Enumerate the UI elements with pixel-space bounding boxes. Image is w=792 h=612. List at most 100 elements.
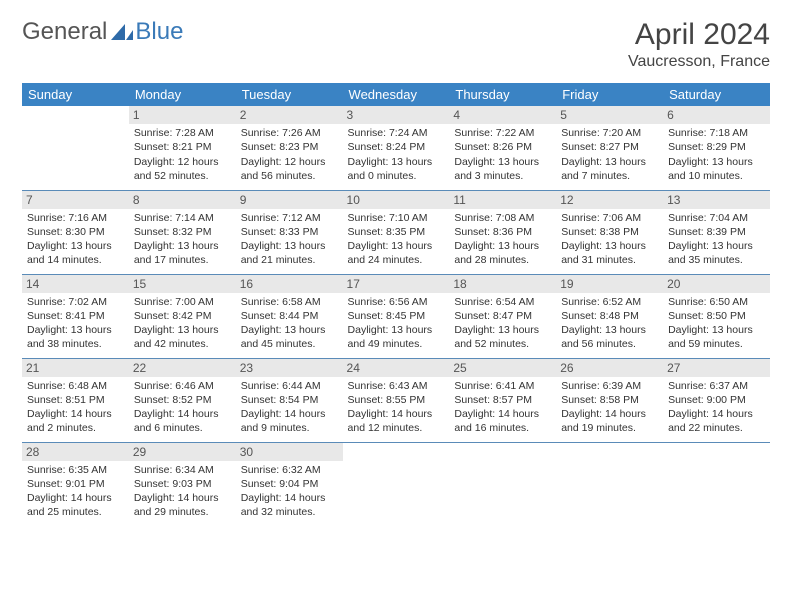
daylight-text: Daylight: 13 hours and 3 minutes. bbox=[454, 155, 551, 183]
sunset-text: Sunset: 8:36 PM bbox=[454, 225, 551, 239]
daylight-text: Daylight: 13 hours and 59 minutes. bbox=[668, 323, 765, 351]
weekday-header: Sunday bbox=[22, 83, 129, 106]
day-number: 23 bbox=[236, 359, 343, 377]
sunset-text: Sunset: 8:41 PM bbox=[27, 309, 124, 323]
calendar-cell: 19Sunrise: 6:52 AMSunset: 8:48 PMDayligh… bbox=[556, 274, 663, 358]
sunrise-text: Sunrise: 7:04 AM bbox=[668, 211, 765, 225]
calendar-cell: 11Sunrise: 7:08 AMSunset: 8:36 PMDayligh… bbox=[449, 190, 556, 274]
logo-text-blue: Blue bbox=[135, 18, 183, 46]
daylight-text: Daylight: 13 hours and 49 minutes. bbox=[348, 323, 445, 351]
calendar-cell: 25Sunrise: 6:41 AMSunset: 8:57 PMDayligh… bbox=[449, 358, 556, 442]
day-number: 12 bbox=[556, 191, 663, 209]
daylight-text: Daylight: 14 hours and 32 minutes. bbox=[241, 491, 338, 519]
day-number: 21 bbox=[22, 359, 129, 377]
sunset-text: Sunset: 8:54 PM bbox=[241, 393, 338, 407]
sunrise-text: Sunrise: 7:28 AM bbox=[134, 126, 231, 140]
day-number: 13 bbox=[663, 191, 770, 209]
sunset-text: Sunset: 8:51 PM bbox=[27, 393, 124, 407]
day-number: 19 bbox=[556, 275, 663, 293]
sunset-text: Sunset: 9:03 PM bbox=[134, 477, 231, 491]
calendar-cell: 21 Sunrise: 6:48 AMSunset: 8:51 PMDayligh… bbox=[22, 358, 129, 442]
sunrise-text: Sunrise: 6:34 AM bbox=[134, 463, 231, 477]
sunrise-text: Sunrise: 6:32 AM bbox=[241, 463, 338, 477]
sunrise-text: Sunrise: 6:35 AM bbox=[27, 463, 124, 477]
daylight-text: Daylight: 13 hours and 38 minutes. bbox=[27, 323, 124, 351]
calendar-row: 7 Sunrise: 7:16 AMSunset: 8:30 PM Daylight… bbox=[22, 190, 770, 274]
weekday-header: Friday bbox=[556, 83, 663, 106]
sunset-text: Sunset: 9:04 PM bbox=[241, 477, 338, 491]
daylight-text: Daylight: 12 hours and 56 minutes. bbox=[241, 155, 338, 183]
daylight-text: Daylight: 14 hours and 2 minutes. bbox=[27, 407, 124, 435]
calendar-cell bbox=[343, 442, 450, 526]
day-number: 30 bbox=[236, 443, 343, 461]
sunset-text: Sunset: 8:50 PM bbox=[668, 309, 765, 323]
calendar-row: 21Sunrise: 6:48 AMSunset: 8:51 PMDayligh… bbox=[22, 358, 770, 442]
sunrise-text: Sunrise: 6:46 AM bbox=[134, 379, 231, 393]
calendar-cell bbox=[556, 442, 663, 526]
sunset-text: Sunset: 8:30 PM bbox=[27, 225, 124, 239]
header: General Blue April 2024 Vaucresson, Fran… bbox=[22, 18, 770, 71]
day-number: 6 bbox=[663, 106, 770, 124]
day-number: 1 bbox=[129, 106, 236, 124]
day-number: 24 bbox=[343, 359, 450, 377]
sunset-text: Sunset: 8:33 PM bbox=[241, 225, 338, 239]
calendar-cell: 3Sunrise: 7:24 AMSunset: 8:24 PMDaylight… bbox=[343, 106, 450, 190]
day-number: 14 bbox=[22, 275, 129, 293]
day-number: 7 bbox=[22, 191, 129, 209]
sunset-text: Sunset: 8:35 PM bbox=[348, 225, 445, 239]
sunset-text: Sunset: 8:32 PM bbox=[134, 225, 231, 239]
calendar-cell: 12Sunrise: 7:06 AMSunset: 8:38 PMDayligh… bbox=[556, 190, 663, 274]
sunrise-text: Sunrise: 7:16 AM bbox=[27, 211, 124, 225]
calendar-cell: 28Sunrise: 6:35 AMSunset: 9:01 PMDayligh… bbox=[22, 442, 129, 526]
daylight-text: Daylight: 13 hours and 42 minutes. bbox=[134, 323, 231, 351]
day-number: 11 bbox=[449, 191, 556, 209]
sunset-text: Sunset: 8:26 PM bbox=[454, 140, 551, 154]
sunrise-text: Sunrise: 6:41 AM bbox=[454, 379, 551, 393]
day-number: 9 bbox=[236, 191, 343, 209]
sunset-text: Sunset: 8:47 PM bbox=[454, 309, 551, 323]
calendar-row: 28Sunrise: 6:35 AMSunset: 9:01 PMDayligh… bbox=[22, 442, 770, 526]
weekday-header: Tuesday bbox=[236, 83, 343, 106]
daylight-text: Daylight: 14 hours and 22 minutes. bbox=[668, 407, 765, 435]
daylight-text: Daylight: 14 hours and 12 minutes. bbox=[348, 407, 445, 435]
sunrise-text: Sunrise: 7:02 AM bbox=[27, 295, 124, 309]
daylight-text: Daylight: 13 hours and 31 minutes. bbox=[561, 239, 658, 267]
day-number: 22 bbox=[129, 359, 236, 377]
sail-icon bbox=[111, 24, 133, 40]
weekday-header-row: Sunday Monday Tuesday Wednesday Thursday… bbox=[22, 83, 770, 106]
daylight-text: Daylight: 13 hours and 0 minutes. bbox=[348, 155, 445, 183]
sunrise-text: Sunrise: 7:12 AM bbox=[241, 211, 338, 225]
day-number: 18 bbox=[449, 275, 556, 293]
calendar-cell: 5Sunrise: 7:20 AMSunset: 8:27 PMDaylight… bbox=[556, 106, 663, 190]
calendar-row: 14Sunrise: 7:02 AMSunset: 8:41 PMDayligh… bbox=[22, 274, 770, 358]
calendar-cell bbox=[449, 442, 556, 526]
title-block: April 2024 Vaucresson, France bbox=[628, 18, 770, 71]
sunrise-text: Sunrise: 7:26 AM bbox=[241, 126, 338, 140]
logo: General Blue bbox=[22, 18, 183, 46]
daylight-text: Daylight: 12 hours and 52 minutes. bbox=[134, 155, 231, 183]
day-number: 29 bbox=[129, 443, 236, 461]
calendar-cell: 29Sunrise: 6:34 AMSunset: 9:03 PMDayligh… bbox=[129, 442, 236, 526]
sunset-text: Sunset: 8:55 PM bbox=[348, 393, 445, 407]
calendar-cell: 22Sunrise: 6:46 AMSunset: 8:52 PMDayligh… bbox=[129, 358, 236, 442]
sunset-text: Sunset: 8:45 PM bbox=[348, 309, 445, 323]
sunset-text: Sunset: 8:24 PM bbox=[348, 140, 445, 154]
calendar-cell: 10Sunrise: 7:10 AMSunset: 8:35 PMDayligh… bbox=[343, 190, 450, 274]
calendar-cell: 8Sunrise: 7:14 AMSunset: 8:32 PMDaylight… bbox=[129, 190, 236, 274]
sunrise-text: Sunrise: 6:58 AM bbox=[241, 295, 338, 309]
calendar-cell: 6Sunrise: 7:18 AMSunset: 8:29 PMDaylight… bbox=[663, 106, 770, 190]
calendar-cell: 30 Sunrise: 6:32 AMSunset: 9:04 PMDayligh… bbox=[236, 442, 343, 526]
day-number: 26 bbox=[556, 359, 663, 377]
calendar-cell: 23Sunrise: 6:44 AMSunset: 8:54 PMDayligh… bbox=[236, 358, 343, 442]
day-number: 2 bbox=[236, 106, 343, 124]
calendar-cell: 7Sunrise: 7:16 AMSunset: 8:30 PMDaylight… bbox=[22, 190, 129, 274]
calendar-cell: 16Sunrise: 6:58 AMSunset: 8:44 PMDayligh… bbox=[236, 274, 343, 358]
weekday-header: Thursday bbox=[449, 83, 556, 106]
sunrise-text: Sunrise: 6:37 AM bbox=[668, 379, 765, 393]
sunrise-text: Sunrise: 7:18 AM bbox=[668, 126, 765, 140]
calendar-row: 1Sunrise: 7:28 AMSunset: 8:21 PMDaylight… bbox=[22, 106, 770, 190]
sunrise-text: Sunrise: 6:48 AM bbox=[27, 379, 124, 393]
sunrise-text: Sunrise: 7:10 AM bbox=[348, 211, 445, 225]
calendar-cell: 24Sunrise: 6:43 AMSunset: 8:55 PMDayligh… bbox=[343, 358, 450, 442]
calendar-cell bbox=[663, 442, 770, 526]
